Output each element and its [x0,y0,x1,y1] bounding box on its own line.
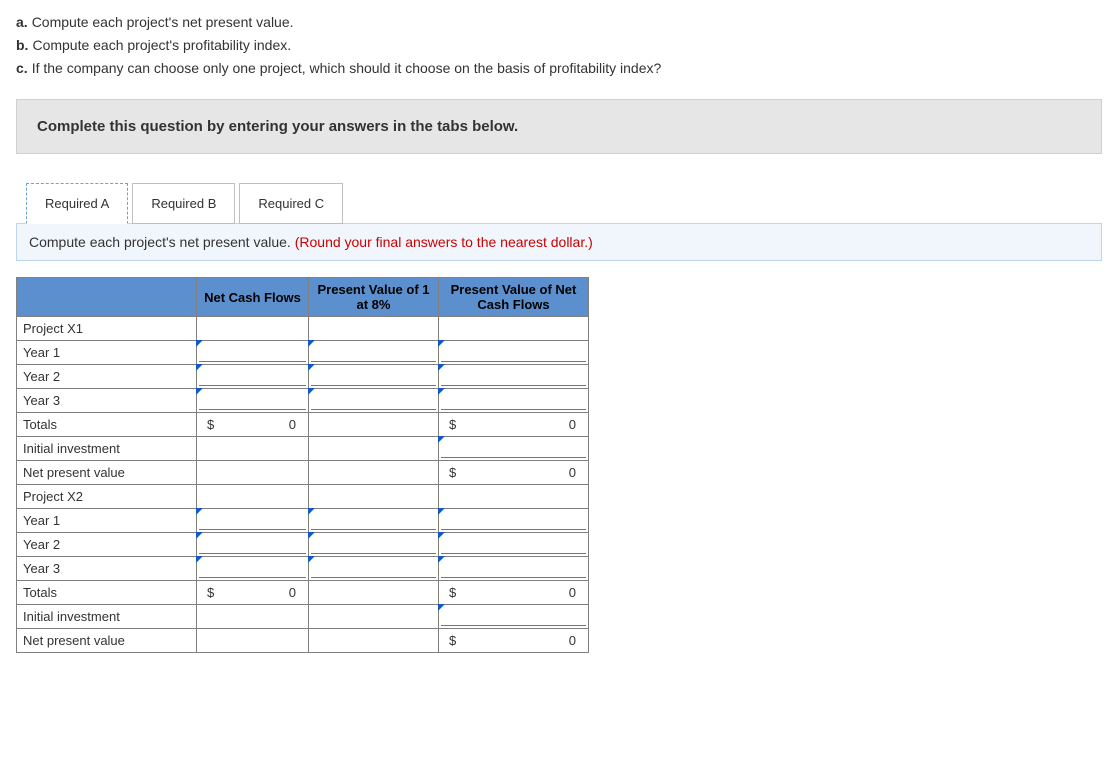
tabs-row: Required A Required B Required C [16,182,1102,223]
tab-required-b[interactable]: Required B [132,183,235,224]
input-x1-initial-pvcf[interactable] [439,437,589,461]
label-project-x1: Project X1 [17,317,197,341]
cell-blank [197,629,309,653]
table-header-row: Net Cash Flows Present Value of 1 at 8% … [17,278,589,317]
question-prompts: a.Compute each project's net present val… [16,12,1102,79]
input-x1-y3-pvcf[interactable] [439,389,589,413]
calc-x1-totals-ncf: $0 [197,413,309,437]
label-year3: Year 3 [17,389,197,413]
input-x2-y2-ncf[interactable] [197,533,309,557]
input-x2-y1-ncf[interactable] [197,509,309,533]
header-blank [17,278,197,317]
cell-blank [439,485,589,509]
row-x1-year1: Year 1 [17,341,589,365]
header-ncf: Net Cash Flows [197,278,309,317]
row-x2-year3: Year 3 [17,557,589,581]
label-initial: Initial investment [17,437,197,461]
cell-blank [197,485,309,509]
row-x2-totals: Totals $0 $0 [17,581,589,605]
label-project-x2: Project X2 [17,485,197,509]
label-year1: Year 1 [17,509,197,533]
tab-label-c: Required C [258,196,324,211]
input-x1-y2-ncf[interactable] [197,365,309,389]
label-year2: Year 2 [17,365,197,389]
cell-blank [197,317,309,341]
calc-x2-npv: $0 [439,629,589,653]
tab-label-b: Required B [151,196,216,211]
row-x1-year2: Year 2 [17,365,589,389]
input-x1-y1-ncf[interactable] [197,341,309,365]
prompt-a-text: Compute each project's net present value… [32,14,294,30]
calc-x1-npv: $0 [439,461,589,485]
question-text: Compute each project's net present value… [29,234,295,250]
prompt-a: a.Compute each project's net present val… [16,12,1102,33]
row-x1-npv: Net present value $0 [17,461,589,485]
cell-blank [309,317,439,341]
instruction-text: Complete this question by entering your … [37,118,518,135]
input-x2-initial-pvcf[interactable] [439,605,589,629]
input-x2-y3-ncf[interactable] [197,557,309,581]
input-x2-y1-pvcf[interactable] [439,509,589,533]
label-year2: Year 2 [17,533,197,557]
input-x1-y2-pv1[interactable] [309,365,439,389]
input-x2-y3-pvcf[interactable] [439,557,589,581]
input-x2-y1-pv1[interactable] [309,509,439,533]
row-x1-initial: Initial investment [17,437,589,461]
cell-blank [439,317,589,341]
prompt-c-text: If the company can choose only one proje… [32,60,662,76]
cell-blank [309,485,439,509]
cell-blank [309,437,439,461]
label-npv: Net present value [17,461,197,485]
input-x1-y1-pvcf[interactable] [439,341,589,365]
tab-required-c[interactable]: Required C [239,183,343,224]
header-pvcf: Present Value of Net Cash Flows [439,278,589,317]
question-band: Compute each project's net present value… [16,223,1102,261]
instruction-bar: Complete this question by entering your … [16,99,1102,154]
row-project-x1: Project X1 [17,317,589,341]
cell-blank [309,461,439,485]
row-x2-initial: Initial investment [17,605,589,629]
cell-blank [197,605,309,629]
calc-x1-totals-pvcf: $0 [439,413,589,437]
cell-blank [197,461,309,485]
npv-table: Net Cash Flows Present Value of 1 at 8% … [16,277,589,653]
cell-blank [309,605,439,629]
input-x1-y1-pv1[interactable] [309,341,439,365]
cell-blank [309,629,439,653]
tab-label-a: Required A [45,196,109,211]
label-year3: Year 3 [17,557,197,581]
calc-x2-totals-pvcf: $0 [439,581,589,605]
row-x1-totals: Totals $0 $0 [17,413,589,437]
header-pv1: Present Value of 1 at 8% [309,278,439,317]
prompt-c-label: c. [16,60,28,76]
input-x1-y2-pvcf[interactable] [439,365,589,389]
cell-blank [309,581,439,605]
prompt-a-label: a. [16,14,28,30]
input-x1-y3-ncf[interactable] [197,389,309,413]
label-initial: Initial investment [17,605,197,629]
row-x2-year1: Year 1 [17,509,589,533]
tab-required-a[interactable]: Required A [26,183,128,224]
input-x2-y2-pv1[interactable] [309,533,439,557]
row-project-x2: Project X2 [17,485,589,509]
prompt-b-text: Compute each project's profitability ind… [32,37,291,53]
calc-x2-totals-ncf: $0 [197,581,309,605]
prompt-b: b.Compute each project's profitability i… [16,35,1102,56]
label-npv: Net present value [17,629,197,653]
row-x1-year3: Year 3 [17,389,589,413]
question-hint: (Round your final answers to the nearest… [295,234,593,250]
label-totals: Totals [17,413,197,437]
input-x1-y3-pv1[interactable] [309,389,439,413]
input-x2-y2-pvcf[interactable] [439,533,589,557]
row-x2-npv: Net present value $0 [17,629,589,653]
cell-blank [197,437,309,461]
row-x2-year2: Year 2 [17,533,589,557]
label-totals: Totals [17,581,197,605]
prompt-c: c.If the company can choose only one pro… [16,58,1102,79]
prompt-b-label: b. [16,37,28,53]
cell-blank [309,413,439,437]
label-year1: Year 1 [17,341,197,365]
input-x2-y3-pv1[interactable] [309,557,439,581]
